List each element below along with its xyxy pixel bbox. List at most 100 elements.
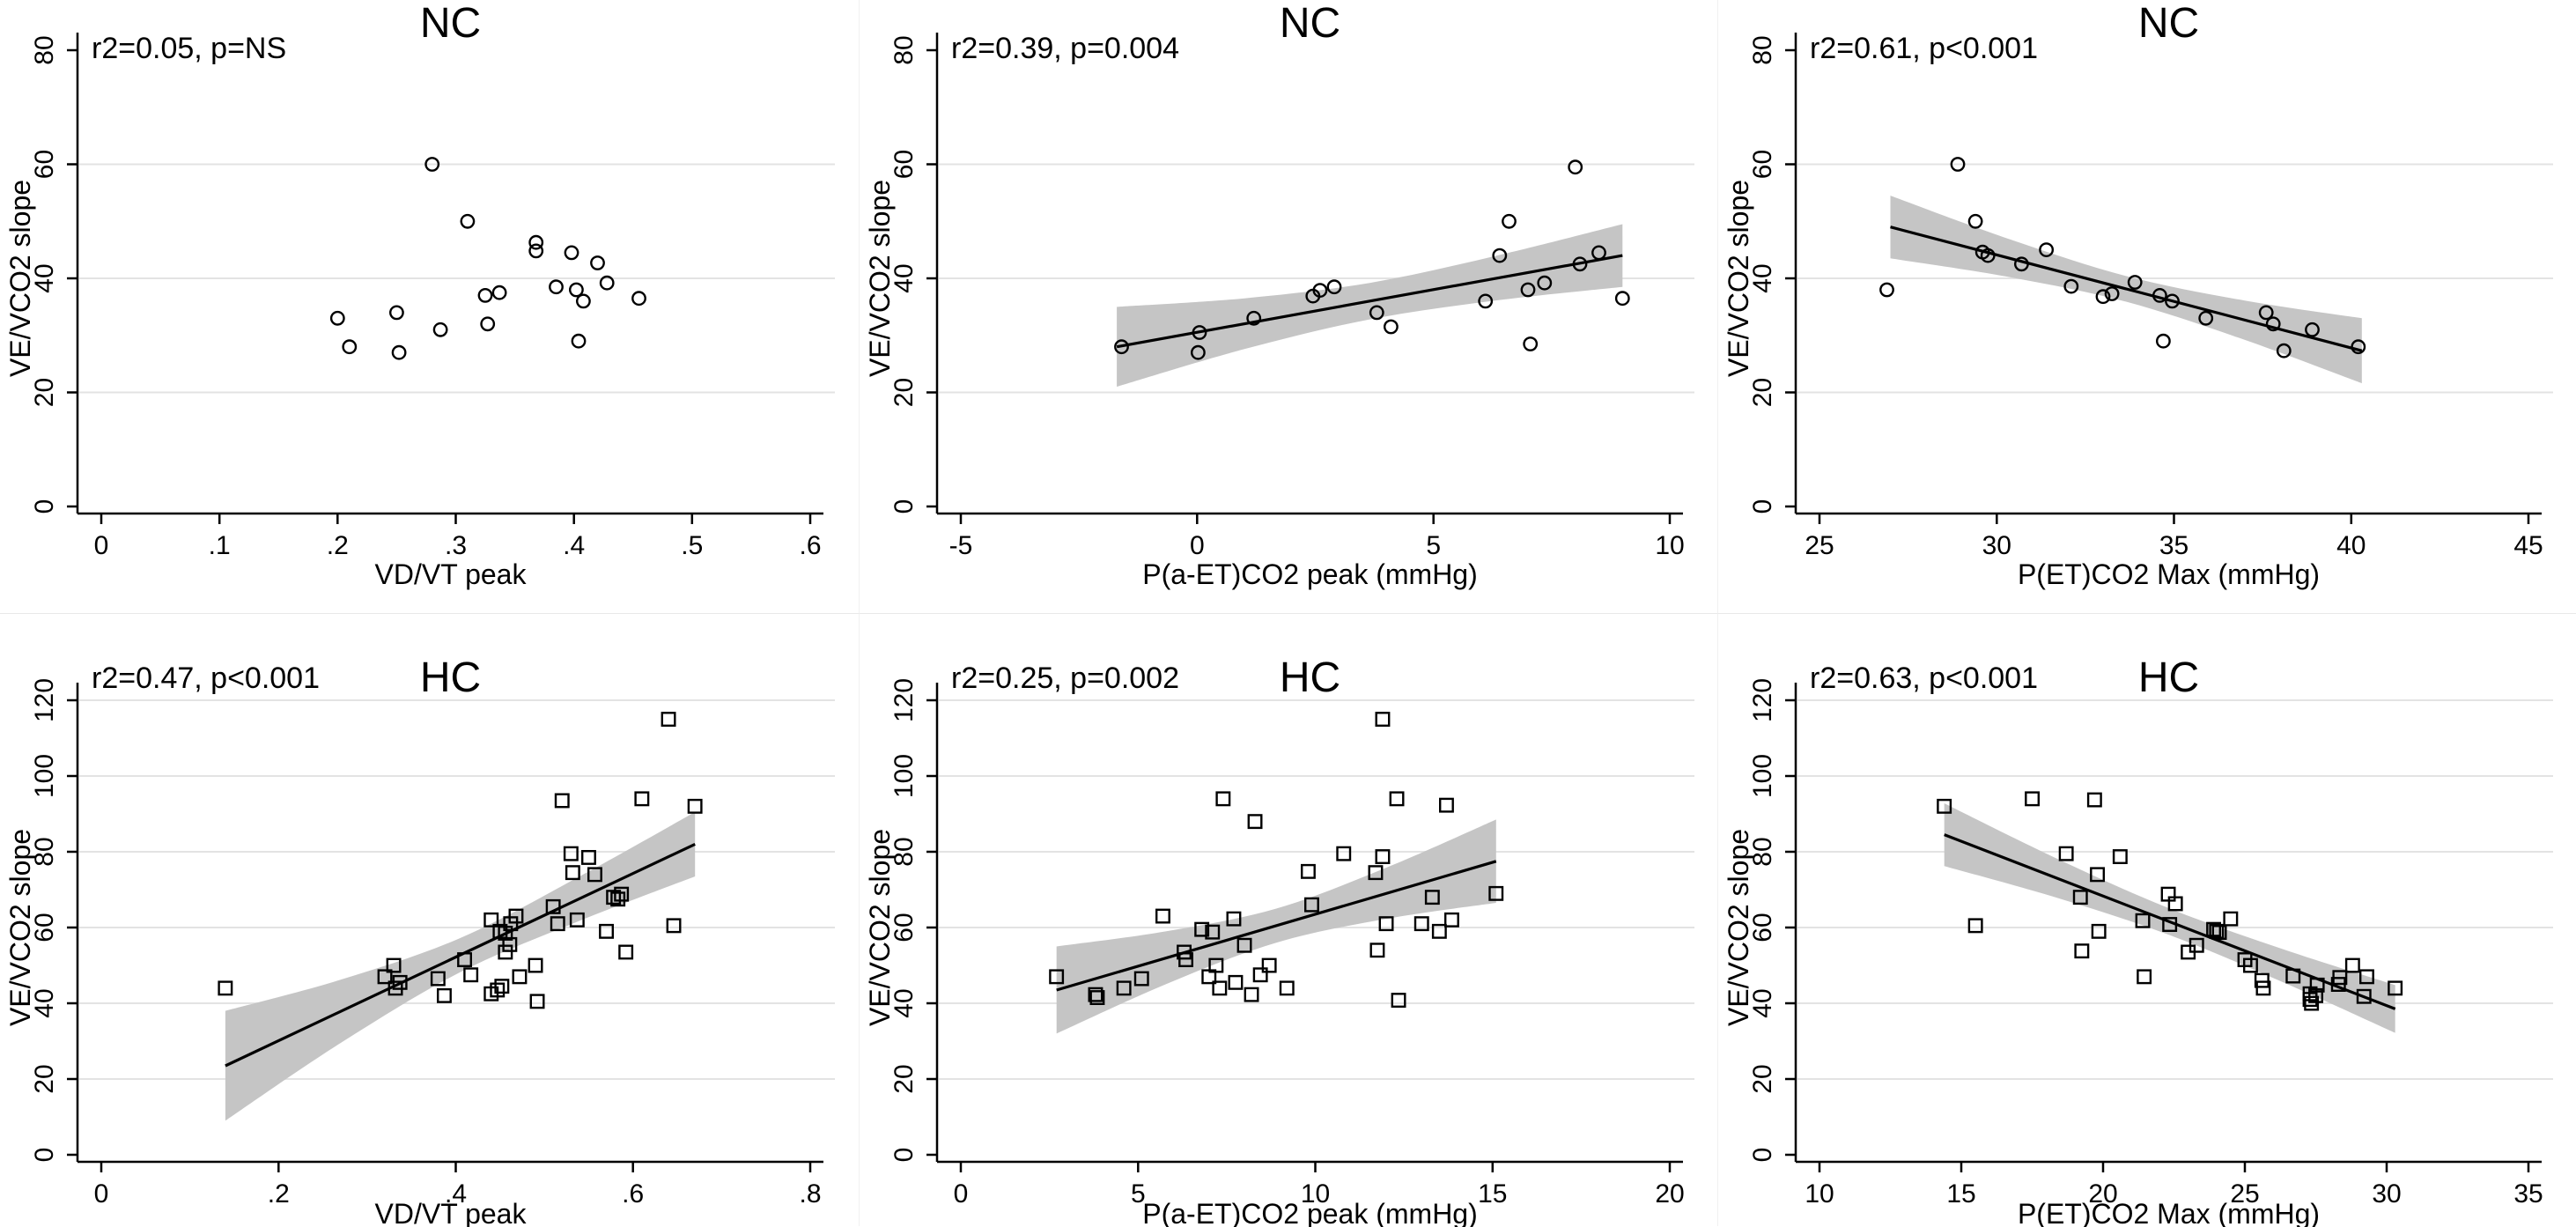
data-point bbox=[1236, 937, 1252, 953]
data-point bbox=[1089, 990, 1105, 1005]
y-tick-label: 0 bbox=[889, 1148, 919, 1163]
y-tick-label: 80 bbox=[889, 837, 919, 866]
data-point bbox=[587, 867, 602, 883]
data-point bbox=[606, 890, 622, 905]
data-point bbox=[581, 850, 596, 865]
data-point bbox=[1967, 918, 1983, 934]
data-point bbox=[1049, 969, 1065, 985]
data-point bbox=[2095, 289, 2111, 305]
data-point bbox=[528, 243, 544, 259]
x-tick-label: 35 bbox=[2159, 531, 2188, 560]
data-point bbox=[1967, 213, 1983, 229]
y-tick-label: 40 bbox=[1748, 263, 1777, 292]
nc-vdvt-peak-plot: 0 20 40 60 80 0 .1 .2 .3 .4 .5 .6 NC r2=0.05, p=NS VD/… bbox=[4, 0, 835, 590]
data-point bbox=[1228, 974, 1244, 990]
x-tick-label: .6 bbox=[622, 1179, 644, 1209]
data-point bbox=[565, 865, 580, 881]
data-point bbox=[2388, 980, 2403, 996]
y-tick-label: 100 bbox=[889, 754, 919, 798]
data-point bbox=[2091, 923, 2107, 939]
data-point bbox=[1192, 325, 1207, 340]
y-tick-label: 80 bbox=[30, 837, 59, 866]
data-point bbox=[1190, 344, 1206, 360]
hc-pa-etco2-peak-plot: 0 20 40 60 80 100 120 0 5 10 15 20 HC r2=0.25, p=0.00… bbox=[864, 654, 1694, 1227]
data-point bbox=[1368, 865, 1384, 881]
data-point bbox=[1252, 967, 1268, 983]
data-point bbox=[1523, 336, 1539, 351]
data-point bbox=[2308, 987, 2323, 1003]
data-point bbox=[391, 344, 407, 360]
x-tick-label: 30 bbox=[1982, 531, 2011, 560]
data-point bbox=[550, 916, 565, 932]
data-point bbox=[631, 291, 646, 307]
data-point bbox=[569, 912, 585, 928]
data-point bbox=[2063, 278, 2079, 294]
data-point bbox=[1369, 942, 1385, 958]
data-point bbox=[599, 275, 615, 291]
data-point bbox=[498, 926, 513, 941]
data-point bbox=[2188, 937, 2204, 953]
data-point bbox=[1244, 987, 1259, 1002]
data-point bbox=[1439, 797, 1454, 813]
data-point bbox=[2025, 791, 2040, 807]
data-point bbox=[2137, 969, 2152, 985]
data-point bbox=[2211, 925, 2227, 940]
data-point bbox=[2074, 943, 2090, 959]
x-tick-label: 25 bbox=[2230, 1179, 2259, 1209]
data-point bbox=[477, 287, 493, 303]
y-tick-label: 60 bbox=[889, 150, 919, 179]
y-tick-label: 60 bbox=[30, 150, 59, 179]
x-tick-label: 0 bbox=[954, 1179, 969, 1209]
regression-line bbox=[1890, 225, 2363, 352]
y-tick-label: 40 bbox=[30, 263, 59, 292]
data-point bbox=[1424, 890, 1440, 905]
x-tick-label: 45 bbox=[2513, 531, 2543, 560]
data-point bbox=[563, 846, 579, 861]
data-point bbox=[590, 255, 605, 270]
x-axis-title: P(a-ET)CO2 peak (mmHg) bbox=[1142, 558, 1478, 590]
x-axis-title: P(ET)CO2 Max (mmHg) bbox=[2018, 558, 2320, 590]
data-point bbox=[554, 793, 570, 809]
data-point bbox=[1304, 897, 1319, 913]
data-point bbox=[2155, 333, 2171, 349]
data-point bbox=[528, 234, 544, 250]
data-point bbox=[1226, 911, 1242, 927]
data-point bbox=[2086, 792, 2102, 808]
y-axis-title: VE/VCO2 slope bbox=[864, 180, 896, 377]
data-point bbox=[490, 982, 506, 998]
x-tick-label: 40 bbox=[2336, 531, 2366, 560]
x-tick-label: .5 bbox=[681, 531, 703, 560]
x-tick-label: .4 bbox=[445, 1179, 467, 1209]
data-point bbox=[1261, 957, 1277, 973]
data-point bbox=[1391, 993, 1406, 1008]
y-tick-label: 20 bbox=[30, 1064, 59, 1093]
panel-title: HC bbox=[2138, 654, 2199, 701]
stats-annotation: r2=0.47, p<0.001 bbox=[92, 662, 320, 695]
hc-vdvt-peak-plot: 0 20 40 60 80 100 120 0 .2 .4 .6 .8 HC r2=0.47, p<0.0… bbox=[4, 654, 835, 1227]
data-point bbox=[1205, 924, 1221, 940]
x-tick-label: .6 bbox=[799, 531, 821, 560]
y-tick-label: 60 bbox=[1748, 150, 1777, 179]
data-point bbox=[342, 339, 358, 355]
x-tick-label: 10 bbox=[1805, 1179, 1834, 1209]
y-tick-label: 120 bbox=[1748, 678, 1777, 722]
data-point bbox=[2243, 957, 2258, 973]
data-point bbox=[480, 316, 496, 332]
data-point bbox=[430, 971, 446, 987]
data-point bbox=[687, 798, 703, 814]
data-point bbox=[1246, 310, 1262, 326]
x-tick-label: 10 bbox=[1301, 1179, 1330, 1209]
x-tick-label: 20 bbox=[1655, 1179, 1684, 1209]
data-point bbox=[463, 967, 479, 983]
data-point bbox=[2255, 980, 2271, 996]
data-point bbox=[1194, 921, 1210, 937]
y-tick-label: 0 bbox=[1748, 499, 1777, 514]
y-tick-label: 20 bbox=[30, 378, 59, 407]
data-point bbox=[460, 213, 476, 229]
data-point bbox=[1155, 908, 1170, 924]
data-point bbox=[2039, 242, 2054, 257]
stats-annotation: r2=0.39, p=0.004 bbox=[951, 32, 1179, 65]
data-point bbox=[329, 310, 345, 326]
y-tick-label: 0 bbox=[1748, 1148, 1777, 1163]
stats-annotation: r2=0.63, p<0.001 bbox=[1810, 662, 2038, 695]
